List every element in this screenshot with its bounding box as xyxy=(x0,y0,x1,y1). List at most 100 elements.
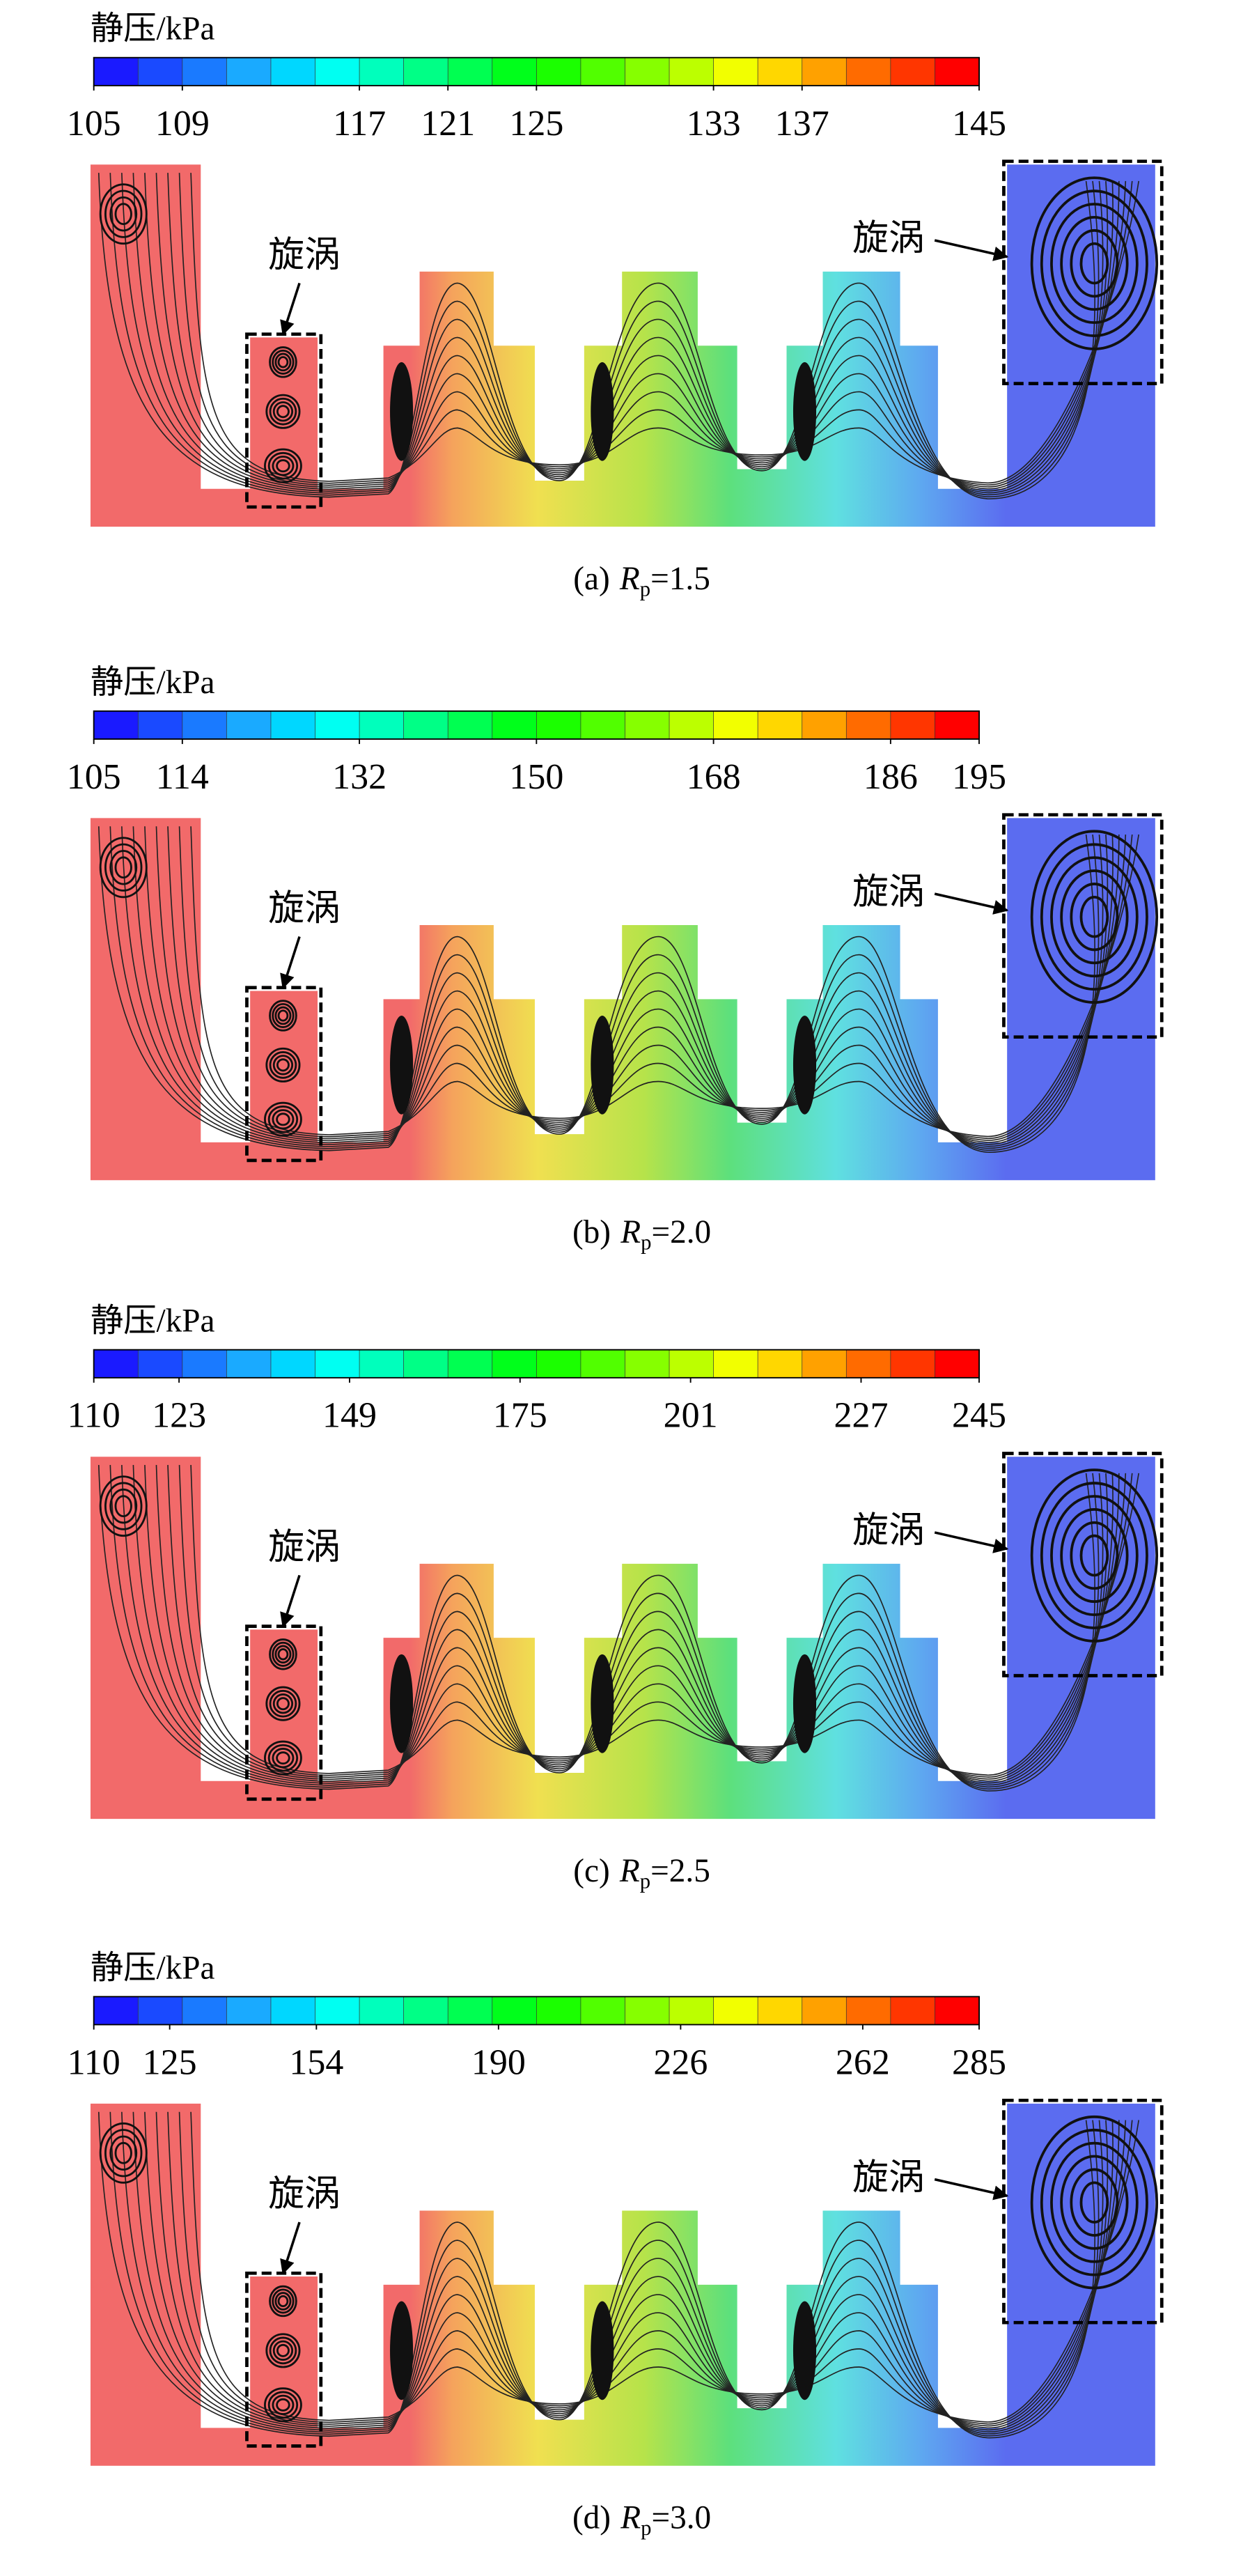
vortex xyxy=(114,1495,132,1518)
colorbar-segment xyxy=(802,1349,848,1379)
colorbar-tick-label: 137 xyxy=(775,104,829,143)
colorbar-segment xyxy=(270,1349,316,1379)
vortex xyxy=(1079,1534,1109,1577)
vortex xyxy=(99,837,148,899)
caption: (a) Rp=1.5 xyxy=(573,561,710,600)
vortex xyxy=(1050,1495,1139,1616)
vortex xyxy=(1060,1507,1129,1604)
caption-label: (c) xyxy=(573,1853,609,1889)
vortex-box xyxy=(1002,813,1164,1039)
streamline xyxy=(155,1465,1120,1782)
vortex xyxy=(1040,1482,1148,1629)
streamline xyxy=(144,2111,1114,2431)
vortex xyxy=(1030,2115,1159,2290)
corner-vortex xyxy=(390,2301,414,2400)
vortex xyxy=(272,401,294,422)
colorbar-segment xyxy=(625,57,671,86)
vortex xyxy=(269,1689,297,1718)
caption-subscript: p xyxy=(641,2516,651,2540)
streamline xyxy=(167,1465,1127,1780)
colorbar-tick-label: 125 xyxy=(509,104,563,143)
colorbar-segment xyxy=(580,1349,626,1379)
colorbar-segment xyxy=(890,1996,936,2025)
panel: 静压/kPa 105 109 117 121 125 133 137 145 旋涡 旋涡 (a) Rp=… xyxy=(67,11,1164,600)
vortex xyxy=(269,1051,297,1079)
arrow xyxy=(934,892,1009,915)
vortex xyxy=(277,1009,289,1022)
vortex xyxy=(274,352,292,372)
annotation: 旋涡 xyxy=(852,2158,925,2198)
colorbar-tick-label: 195 xyxy=(952,757,1006,797)
colorbar-segment xyxy=(757,1349,803,1379)
annotation: 旋涡 xyxy=(268,1528,341,1567)
colorbar-segment xyxy=(536,1349,581,1379)
streamline xyxy=(144,1465,1114,1784)
colorbar-segment xyxy=(403,711,449,740)
vortex xyxy=(1050,203,1139,325)
vortex xyxy=(265,2333,301,2368)
arrow xyxy=(280,1574,301,1628)
colorbar-segment xyxy=(890,711,936,740)
colorbar-segment xyxy=(536,711,581,740)
vortex xyxy=(269,397,297,426)
vortex xyxy=(267,1744,299,1772)
vortex xyxy=(276,1112,290,1126)
vortex xyxy=(265,1047,301,1083)
vortex xyxy=(272,456,295,476)
colorbar-segment xyxy=(93,1996,139,2025)
streamline xyxy=(178,2111,1133,2425)
vortex xyxy=(1050,2141,1139,2263)
vortex xyxy=(114,2141,132,2164)
colorbar-tick-label: 132 xyxy=(332,757,386,797)
caption-value: =3.0 xyxy=(651,2500,711,2536)
vortex xyxy=(1070,1521,1119,1590)
vortex xyxy=(276,459,290,473)
colorbar-tick-label: 114 xyxy=(156,757,209,797)
colorbar-segment xyxy=(359,711,405,740)
vortex xyxy=(274,1006,292,1025)
vortex xyxy=(1079,2181,1109,2224)
vortex xyxy=(276,2398,290,2412)
colorbar-segment xyxy=(403,1349,449,1379)
vortex xyxy=(276,2343,290,2357)
vortex xyxy=(1079,242,1109,285)
caption-value: =2.5 xyxy=(650,1853,710,1889)
colorbar-frame xyxy=(93,1349,980,1379)
vortex xyxy=(277,2295,289,2308)
streamline xyxy=(97,2111,1095,2439)
colorbar-segment xyxy=(669,1349,714,1379)
colorbar-segment xyxy=(492,1996,538,2025)
corner-vortex xyxy=(792,1015,817,1115)
colorbar-segment xyxy=(669,711,714,740)
colorbar-segment xyxy=(580,1996,626,2025)
streamline xyxy=(155,2111,1120,2429)
colorbar-segment xyxy=(315,57,361,86)
vortex xyxy=(1079,895,1109,938)
vortex xyxy=(272,2394,295,2415)
annotation: 旋涡 xyxy=(268,2174,341,2214)
colorbar-tick-label: 262 xyxy=(836,2042,890,2082)
vortex xyxy=(272,2288,295,2314)
caption-subscript: p xyxy=(640,577,650,600)
colorbar-tick-label: 154 xyxy=(289,2042,343,2082)
vortex xyxy=(1070,228,1119,298)
colorbar-tick-label: 190 xyxy=(471,2042,526,2082)
colorbar-segment xyxy=(315,1349,361,1379)
vortex xyxy=(276,1058,290,1072)
caption-value: =2.0 xyxy=(651,1214,711,1250)
vortex xyxy=(269,2285,297,2318)
vortex xyxy=(272,1002,295,1028)
vortex xyxy=(99,2122,148,2184)
flow-field xyxy=(90,160,1164,527)
caption-value: =1.5 xyxy=(650,561,710,597)
colorbar-segment xyxy=(447,57,493,86)
flow-field xyxy=(90,1452,1164,1820)
colorbar-segment xyxy=(182,1996,228,2025)
colorbar-tick-label: 133 xyxy=(687,104,741,143)
streamline xyxy=(167,826,1127,1141)
colorbar-segment xyxy=(845,1996,891,2025)
streamline xyxy=(155,173,1120,490)
streamline xyxy=(190,2111,1140,2423)
vortex xyxy=(1060,216,1129,311)
